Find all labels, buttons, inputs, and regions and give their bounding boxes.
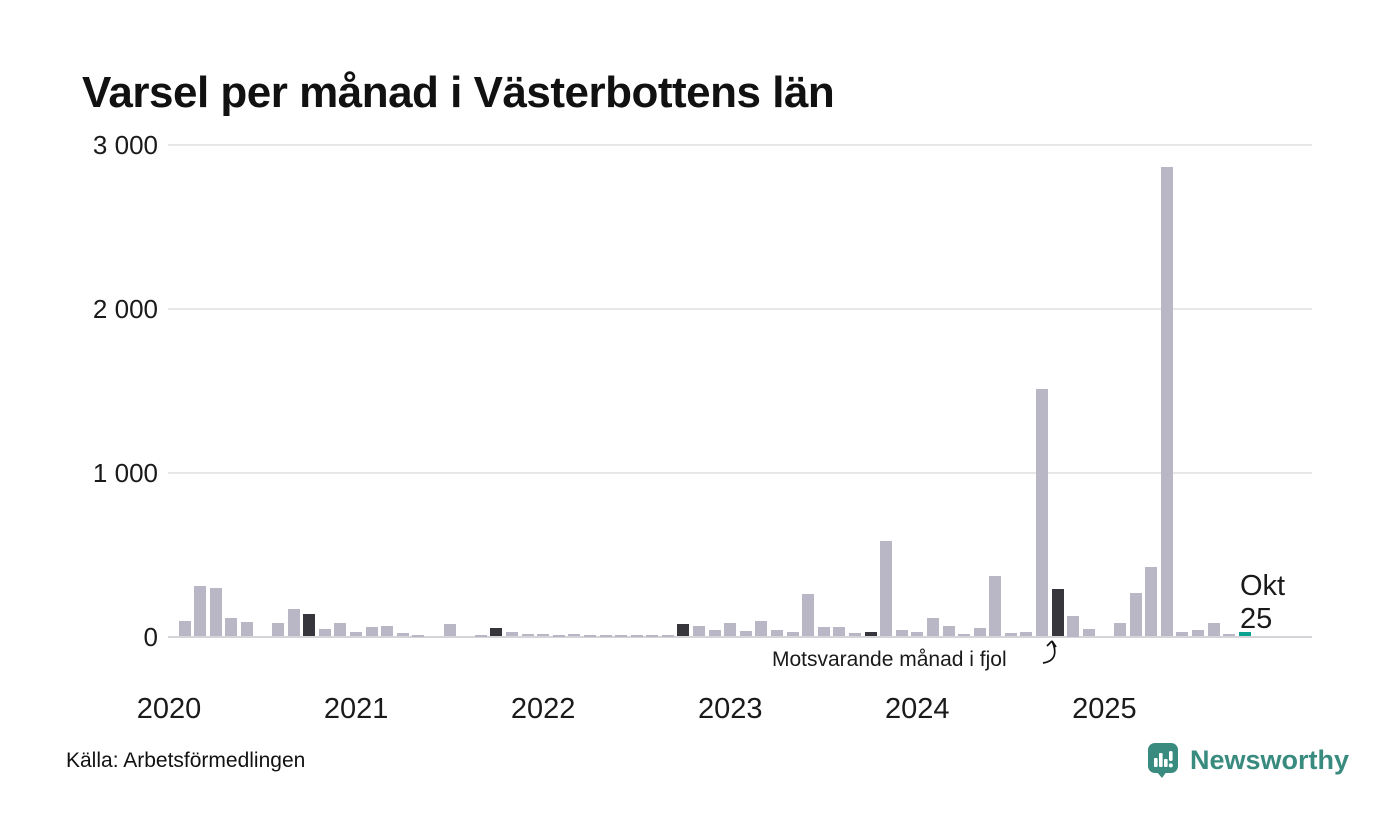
gridline-0 — [168, 635, 1312, 638]
bar-2025-Jun — [1176, 632, 1189, 637]
bar-2024-Nov — [1067, 616, 1080, 637]
y-tick-label: 0 — [143, 621, 158, 652]
bar-2021-Feb — [365, 627, 378, 637]
bar-2022-Sep — [661, 634, 674, 637]
annotation-arrow-icon — [1042, 640, 1057, 664]
bar-2022-Nov — [693, 625, 706, 637]
bar-2022-Jun — [615, 634, 628, 637]
x-year-label-2025: 2025 — [1072, 693, 1137, 725]
newsworthy-wordmark: Newsworthy — [1190, 744, 1350, 775]
bar-2020-Dec — [334, 623, 347, 637]
x-year-label-2023: 2023 — [697, 693, 763, 725]
bar-2022-Feb — [552, 634, 565, 637]
bar-2021-Maj — [412, 634, 425, 637]
bar-2020-Maj — [225, 617, 238, 637]
bar-2025-Apr — [1145, 566, 1158, 637]
annotation-current-month: Okt 25 — [1240, 570, 1285, 636]
bar-2023-Mar — [755, 620, 768, 637]
bar-2021-Dec — [521, 634, 534, 637]
x-year-label-2020: 2020 — [136, 693, 202, 725]
bar-2023-Nov — [880, 541, 893, 637]
bar-2020-Nov — [318, 629, 331, 637]
bar-2025-Okt — [1238, 632, 1251, 637]
bar-2024-Feb — [926, 618, 939, 637]
bar-2024-Apr — [958, 634, 971, 637]
bar-2023-Sep — [848, 633, 861, 637]
annotation-current-month-line1: Okt — [1240, 570, 1286, 602]
bar-2020-Mar — [194, 585, 207, 637]
bar-2021-Sep — [474, 634, 487, 637]
bar-2025-Mar — [1129, 593, 1142, 637]
bar-2022-Maj — [599, 634, 612, 637]
bar-2022-Apr — [583, 634, 596, 637]
bar-2023-Jul — [817, 627, 830, 637]
bar-2020-Okt — [303, 614, 316, 637]
bar-2024-Maj — [973, 628, 986, 637]
bar-2021-Jan — [350, 631, 363, 637]
bar-2021-Okt — [490, 628, 503, 637]
bar-2021-Mar — [381, 625, 394, 637]
bar-2024-Jan — [911, 632, 924, 637]
bar-2020-Jun — [240, 621, 253, 637]
bar-2023-Jan — [724, 623, 737, 637]
bar-2025-Aug — [1207, 623, 1220, 637]
bar-2024-Jul — [1004, 633, 1017, 637]
bar-2024-Mar — [942, 625, 955, 637]
bar-2023-Aug — [833, 626, 846, 637]
source-label: Källa: Arbetsförmedlingen — [66, 749, 306, 772]
bar-2024-Okt — [1051, 588, 1064, 637]
bar-2023-Jun — [802, 593, 815, 637]
bar-2022-Okt — [677, 624, 690, 637]
bar-2023-Apr — [771, 629, 783, 637]
bar-2025-Jul — [1191, 629, 1204, 637]
x-year-label-2021: 2021 — [323, 693, 389, 725]
bar-2024-Jun — [989, 575, 1002, 637]
bar-2022-Jul — [630, 634, 643, 637]
bar-2020-Feb — [178, 620, 191, 637]
x-year-label-2022: 2022 — [510, 693, 576, 725]
gridline-1000 — [168, 471, 1312, 474]
bar-2022-Dec — [708, 629, 721, 637]
bar-2024-Sep — [1036, 388, 1049, 637]
bar-2022-Mar — [568, 634, 581, 637]
bar-2024-Dec — [1082, 629, 1095, 637]
bar-2025-Maj — [1160, 167, 1173, 637]
annotation-last-year-label: Motsvarande månad i fjol — [772, 648, 1007, 671]
gridline-3000 — [168, 143, 1312, 146]
bar-2023-Okt — [864, 632, 877, 637]
bar-2025-Sep — [1223, 634, 1236, 637]
newsworthy-logo: Newsworthy — [1146, 742, 1349, 778]
bar-2020-Aug — [272, 623, 285, 637]
y-tick-label: 2 000 — [92, 293, 158, 324]
bar-2022-Aug — [646, 634, 659, 637]
bar-2025-Feb — [1113, 623, 1126, 637]
bar-2023-Feb — [739, 630, 752, 637]
bar-2021-Jul — [443, 624, 456, 637]
newsworthy-bubble-chart-icon — [1148, 743, 1178, 778]
bar-2020-Sep — [287, 609, 300, 637]
bar-2024-Aug — [1020, 631, 1033, 637]
bar-2021-Nov — [505, 631, 518, 637]
chart-title: Varsel per månad i Västerbottens län — [82, 68, 835, 117]
bar-2021-Apr — [396, 633, 409, 637]
y-tick-label: 1 000 — [92, 457, 158, 488]
y-tick-label: 3 000 — [92, 129, 158, 160]
x-year-label-2024: 2024 — [885, 693, 950, 725]
annotation-current-month-line2: 25 — [1240, 603, 1273, 635]
bar-2023-Dec — [895, 629, 908, 637]
bar-2022-Jan — [537, 634, 550, 637]
bar-2023-Maj — [786, 632, 799, 637]
bar-2020-Apr — [209, 588, 222, 637]
gridline-2000 — [168, 307, 1312, 310]
